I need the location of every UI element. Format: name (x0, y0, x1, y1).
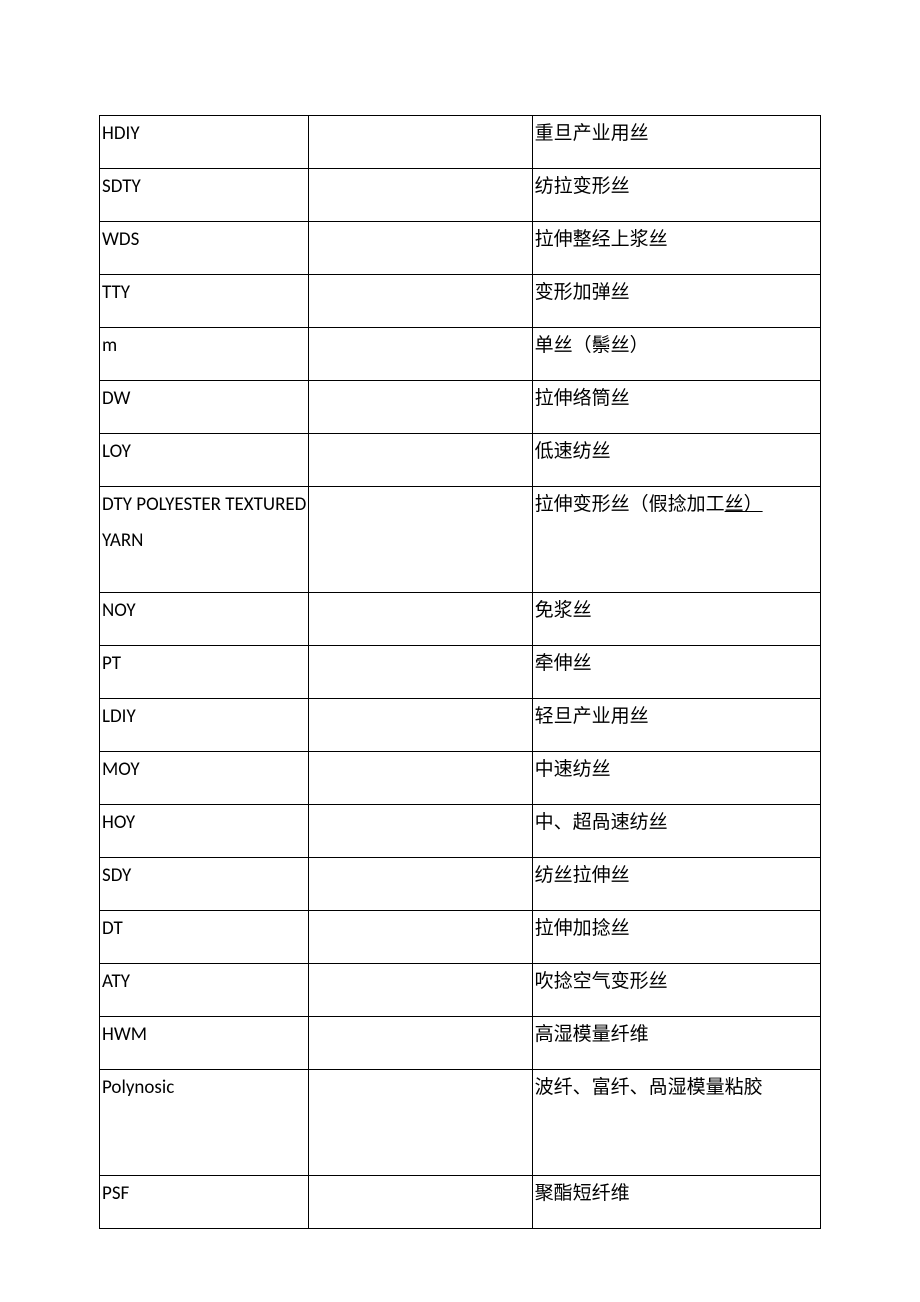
cell-abbrev: WDS (100, 222, 309, 275)
cell-abbrev: LDIY (100, 699, 309, 752)
table-row: Polynosic 波纤、富纤、咼湿模量粘胶 (100, 1070, 821, 1176)
cell-blank (309, 381, 533, 434)
cell-abbrev: m (100, 328, 309, 381)
cell-abbrev: DW (100, 381, 309, 434)
cell-desc: 拉伸变形丝（假捻加工丝） (532, 487, 820, 593)
cell-blank (309, 1017, 533, 1070)
cell-blank (309, 911, 533, 964)
table-row: LDIY 轻旦产业用丝 (100, 699, 821, 752)
cell-blank (309, 805, 533, 858)
table-row: LOY 低速纺丝 (100, 434, 821, 487)
cell-desc: 变形加弹丝 (532, 275, 820, 328)
table-row: MOY 中速纺丝 (100, 752, 821, 805)
table-row: DT 拉伸加捻丝 (100, 911, 821, 964)
table-row: HOY 中、超咼速纺丝 (100, 805, 821, 858)
desc-text: 拉伸变形丝（假捻加工 (535, 494, 725, 515)
cell-abbrev: LOY (100, 434, 309, 487)
cell-desc: 轻旦产业用丝 (532, 699, 820, 752)
cell-desc: 波纤、富纤、咼湿模量粘胶 (532, 1070, 820, 1176)
cell-blank (309, 328, 533, 381)
cell-abbrev: Polynosic (100, 1070, 309, 1176)
cell-desc: 重旦产业用丝 (532, 116, 820, 169)
cell-blank (309, 964, 533, 1017)
table-row: SDTY 纺拉变形丝 (100, 169, 821, 222)
table-row: TTY 变形加弹丝 (100, 275, 821, 328)
cell-abbrev: HOY (100, 805, 309, 858)
cell-abbrev: HWM (100, 1017, 309, 1070)
cell-abbrev: HDIY (100, 116, 309, 169)
table-body: HDIY 重旦产业用丝 SDTY 纺拉变形丝 WDS 拉伸整经上浆丝 TTY 变形加弹丝 m 单丝… (100, 116, 821, 1229)
cell-blank (309, 434, 533, 487)
cell-desc: 低速纺丝 (532, 434, 820, 487)
cell-blank (309, 858, 533, 911)
cell-abbrev: MOY (100, 752, 309, 805)
cell-desc: 免浆丝 (532, 593, 820, 646)
cell-abbrev: PSF (100, 1176, 309, 1229)
table-row: m 单丝（鬃丝） (100, 328, 821, 381)
cell-desc: 中、超咼速纺丝 (532, 805, 820, 858)
table-row: DW 拉伸络筒丝 (100, 381, 821, 434)
cell-abbrev: SDTY (100, 169, 309, 222)
cell-abbrev: ATY (100, 964, 309, 1017)
cell-blank (309, 222, 533, 275)
cell-abbrev: PT (100, 646, 309, 699)
table-row: DTY POLYESTER TEXTURED YARN 拉伸变形丝（假捻加工丝） (100, 487, 821, 593)
cell-abbrev: DT (100, 911, 309, 964)
cell-blank (309, 116, 533, 169)
cell-blank (309, 487, 533, 593)
table-row: HDIY 重旦产业用丝 (100, 116, 821, 169)
cell-desc: 吹捻空气变形丝 (532, 964, 820, 1017)
cell-desc: 中速纺丝 (532, 752, 820, 805)
cell-abbrev: SDY (100, 858, 309, 911)
cell-desc: 纺丝拉伸丝 (532, 858, 820, 911)
cell-blank (309, 593, 533, 646)
cell-desc: 拉伸整经上浆丝 (532, 222, 820, 275)
cell-blank (309, 646, 533, 699)
table-row: NOY 免浆丝 (100, 593, 821, 646)
cell-blank (309, 752, 533, 805)
cell-desc: 单丝（鬃丝） (532, 328, 820, 381)
cell-abbrev: NOY (100, 593, 309, 646)
cell-blank (309, 169, 533, 222)
cell-desc: 拉伸加捻丝 (532, 911, 820, 964)
table-row: PSF 聚酯短纤维 (100, 1176, 821, 1229)
cell-abbrev: DTY POLYESTER TEXTURED YARN (100, 487, 309, 593)
cell-blank (309, 1070, 533, 1176)
cell-desc: 高湿模量纤维 (532, 1017, 820, 1070)
cell-abbrev: TTY (100, 275, 309, 328)
cell-desc: 聚酯短纤维 (532, 1176, 820, 1229)
table-row: SDY 纺丝拉伸丝 (100, 858, 821, 911)
cell-desc: 牵伸丝 (532, 646, 820, 699)
cell-blank (309, 275, 533, 328)
table-row: HWM 高湿模量纤维 (100, 1017, 821, 1070)
cell-desc: 纺拉变形丝 (532, 169, 820, 222)
fiber-abbrev-table: HDIY 重旦产业用丝 SDTY 纺拉变形丝 WDS 拉伸整经上浆丝 TTY 变形加弹丝 m 单丝… (99, 115, 821, 1229)
table-row: ATY 吹捻空气变形丝 (100, 964, 821, 1017)
cell-blank (309, 1176, 533, 1229)
table-row: PT 牵伸丝 (100, 646, 821, 699)
table-row: WDS 拉伸整经上浆丝 (100, 222, 821, 275)
desc-underline: 丝） (725, 494, 763, 515)
cell-blank (309, 699, 533, 752)
cell-desc: 拉伸络筒丝 (532, 381, 820, 434)
